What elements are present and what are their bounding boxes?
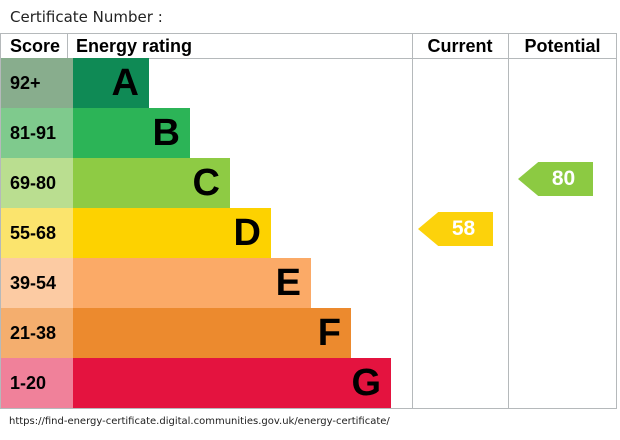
energy-rating-column-header: Energy rating: [76, 36, 193, 56]
band-row-f: 21-38 F: [1, 308, 412, 358]
band-row-c: 69-80 C: [1, 158, 412, 208]
epc-rating-chart: Score Energy rating Current Potential 92…: [0, 33, 618, 409]
score-range-g: 1-20: [1, 358, 73, 408]
current-column-divider: [412, 33, 413, 409]
current-column-header: Current: [427, 36, 493, 56]
band-letter: F: [317, 312, 341, 354]
table-right-border: [616, 33, 617, 409]
band-bar-e: E: [73, 258, 311, 308]
current-rating-value: 58: [451, 217, 476, 240]
current-rating-marker: 58: [418, 212, 493, 246]
table-left-border: [0, 33, 1, 409]
page-title: Certificate Number :: [10, 8, 163, 26]
potential-rating-marker: 80: [518, 162, 593, 196]
score-range-label: 55-68: [10, 222, 57, 243]
band-letter: A: [111, 62, 139, 104]
band-row-b: 81-91 B: [1, 108, 412, 158]
score-range-d: 55-68: [1, 208, 73, 258]
band-row-d: 55-68 D: [1, 208, 412, 258]
score-range-label: 21-38: [10, 322, 57, 343]
band-bar-d: D: [73, 208, 271, 258]
score-column-header: Score: [10, 36, 61, 56]
band-letter: B: [152, 112, 180, 154]
band-bar-f: F: [73, 308, 351, 358]
score-range-a: 92+: [1, 58, 73, 108]
band-letter: D: [233, 212, 261, 254]
band-bar-g: G: [73, 358, 391, 408]
score-range-label: 92+: [10, 72, 41, 93]
table-bottom-border: [0, 408, 617, 409]
band-bar-a: A: [73, 58, 149, 108]
header-bottom-border: [0, 58, 617, 59]
band-row-e: 39-54 E: [1, 258, 412, 308]
band-letter: C: [192, 162, 220, 204]
potential-column-header: Potential: [524, 36, 601, 56]
band-letter: G: [351, 362, 381, 404]
band-bar-c: C: [73, 158, 230, 208]
score-range-label: 69-80: [10, 172, 57, 193]
score-range-label: 81-91: [10, 122, 57, 143]
band-bar-b: B: [73, 108, 190, 158]
footer-url: https://find-energy-certificate.digital.…: [9, 416, 390, 427]
score-range-b: 81-91: [1, 108, 73, 158]
score-range-c: 69-80: [1, 158, 73, 208]
score-range-label: 39-54: [10, 272, 57, 293]
band-letter: E: [275, 262, 301, 304]
score-range-f: 21-38: [1, 308, 73, 358]
score-range-e: 39-54: [1, 258, 73, 308]
score-column-divider: [67, 34, 68, 58]
band-row-g: 1-20 G: [1, 358, 412, 408]
potential-rating-value: 80: [551, 167, 576, 190]
score-range-label: 1-20: [10, 372, 47, 393]
band-row-a: 92+ A: [1, 58, 412, 108]
potential-column-divider: [508, 33, 509, 409]
table-top-border: [0, 33, 617, 34]
